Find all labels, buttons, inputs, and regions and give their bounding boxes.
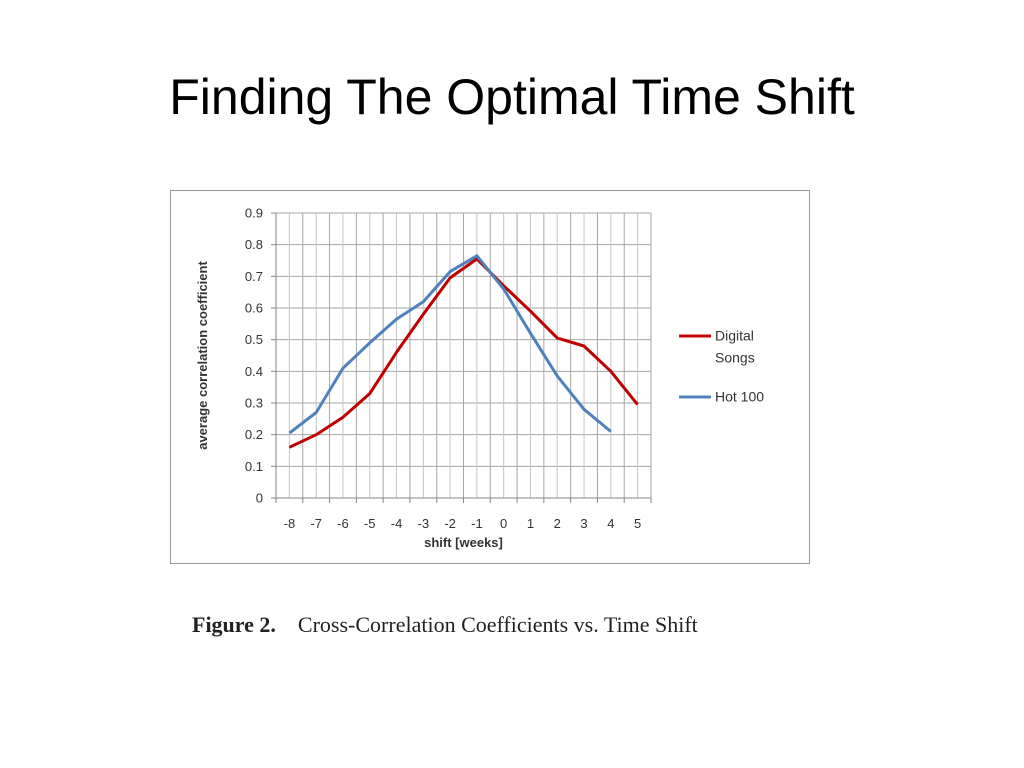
x-tick-label: 1 bbox=[527, 516, 534, 531]
x-tick-label: -8 bbox=[284, 516, 296, 531]
x-tick-label: 3 bbox=[580, 516, 587, 531]
figure-number: Figure 2. bbox=[192, 612, 276, 637]
x-tick-label: -6 bbox=[337, 516, 349, 531]
figure-caption-text: Cross-Correlation Coefficients vs. Time … bbox=[297, 612, 698, 637]
figure-caption: Figure 2. Cross-Correlation Coefficients … bbox=[192, 612, 698, 638]
y-tick-label: 0.2 bbox=[245, 427, 263, 442]
y-tick-label: 0.6 bbox=[245, 301, 263, 316]
y-tick-label: 0.9 bbox=[245, 206, 263, 221]
legend-label-digital-songs: Digital Songs bbox=[715, 328, 755, 366]
series bbox=[288, 254, 639, 449]
x-tick-label: -3 bbox=[418, 516, 430, 531]
x-tick-label: 0 bbox=[500, 516, 507, 531]
y-tick-label: 0.8 bbox=[245, 237, 263, 252]
x-tick-label: 4 bbox=[607, 516, 614, 531]
x-tick-label: -5 bbox=[364, 516, 376, 531]
legend: Digital Songs Hot 100 bbox=[679, 328, 764, 405]
axes: 0 0.1 0.2 0.3 0.4 0.5 0.6 0.7 0.8 0.9 -8 -7 -6 -5 -4 -3… bbox=[195, 206, 652, 550]
x-tick-label: 5 bbox=[634, 516, 641, 531]
y-axis-title: average correlation coefficient bbox=[195, 261, 210, 450]
line-chart: 0 0.1 0.2 0.3 0.4 0.5 0.6 0.7 0.8 0.9 -8 -7 -6 -5 -4 -3… bbox=[195, 206, 764, 551]
y-tick-label: 0.5 bbox=[245, 332, 263, 347]
y-tick-label: 0.1 bbox=[245, 459, 263, 474]
x-tick-label: 2 bbox=[554, 516, 561, 531]
x-tick-label: -2 bbox=[444, 516, 456, 531]
x-tick-label: -7 bbox=[310, 516, 322, 531]
series-line-digital-songs bbox=[288, 257, 639, 449]
y-tick-label: 0.7 bbox=[245, 269, 263, 284]
x-tick-label: -1 bbox=[471, 516, 483, 531]
chart-area: 0 0.1 0.2 0.3 0.4 0.5 0.6 0.7 0.8 0.9 -8 -7 -6 -5 -4 -3… bbox=[170, 190, 810, 564]
x-tick-label: -4 bbox=[391, 516, 403, 531]
y-tick-label: 0 bbox=[256, 491, 263, 506]
y-tick-label: 0.3 bbox=[245, 396, 263, 411]
x-axis-title: shift [weeks] bbox=[424, 535, 503, 550]
legend-label-hot-100: Hot 100 bbox=[715, 389, 764, 405]
y-tick-label: 0.4 bbox=[245, 364, 263, 379]
series-line-hot-100 bbox=[288, 254, 612, 435]
slide-title: Finding The Optimal Time Shift bbox=[169, 69, 855, 125]
